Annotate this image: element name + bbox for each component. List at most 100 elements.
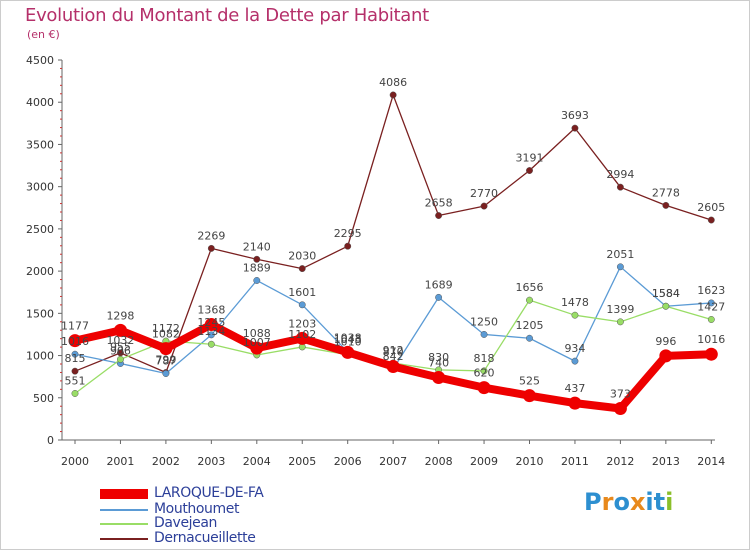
data-label-3: 2030 (288, 250, 316, 263)
series-point-0 (704, 347, 718, 361)
y-tick-label: 500 (33, 392, 54, 405)
x-tick-label: 2005 (288, 455, 316, 468)
series-point-0 (477, 381, 491, 395)
data-label-3: 2269 (197, 229, 225, 242)
data-label-1: 1043 (334, 333, 362, 346)
series-point-3 (616, 183, 624, 191)
series-point-3 (253, 255, 261, 263)
series-point-1 (253, 277, 261, 284)
series-point-1 (707, 299, 715, 307)
series-point-3 (207, 244, 215, 252)
series-layer (68, 91, 718, 416)
data-label-1: 906 (110, 344, 131, 357)
logo-letter: i (665, 488, 674, 516)
data-label-1: 934 (564, 342, 585, 355)
x-tick-label: 2012 (606, 455, 634, 468)
logo-letter: o (613, 488, 630, 516)
series-point-2 (571, 311, 579, 319)
data-label-3: 799 (155, 354, 176, 367)
series-point-1 (435, 293, 443, 301)
data-label-3: 1032 (106, 334, 134, 347)
series-point-2 (71, 390, 79, 397)
data-label-0: 437 (564, 382, 585, 395)
data-label-3: 3693 (561, 109, 589, 122)
x-tick-label: 2007 (379, 455, 407, 468)
data-label-0: 1038 (334, 331, 362, 344)
series-point-0 (613, 402, 627, 416)
series-point-0 (68, 334, 82, 348)
data-label-2: 830 (428, 351, 449, 364)
legend-label-laroque: LAROQUE-DE-FA (154, 485, 264, 501)
data-label-3: 2658 (425, 197, 453, 210)
series-point-0 (341, 345, 355, 359)
data-label-2: 818 (474, 352, 495, 365)
data-label-2: 551 (65, 374, 86, 387)
series-point-3 (571, 124, 579, 132)
y-tick-label: 0 (47, 434, 54, 447)
series-point-2 (707, 316, 715, 323)
legend-swatch-davejean (100, 523, 148, 525)
data-label-0: 1088 (243, 327, 271, 340)
series-point-0 (113, 323, 127, 337)
data-label-3: 3191 (516, 152, 544, 165)
series-point-1 (298, 301, 306, 309)
y-tick-label: 1000 (26, 350, 54, 363)
data-label-1: 1250 (470, 315, 498, 328)
data-label-0: 1203 (288, 317, 316, 330)
x-tick-label: 2010 (516, 455, 544, 468)
data-label-1: 1623 (697, 284, 725, 297)
series-point-1 (571, 357, 579, 365)
data-label-3: 2770 (470, 187, 498, 200)
legend-swatch-mouthoumet (100, 509, 148, 511)
series-point-0 (295, 331, 309, 345)
data-label-1: 1205 (516, 319, 544, 332)
x-tick-label: 2011 (561, 455, 589, 468)
series-point-1 (162, 370, 170, 377)
proxiti-logo: Proxiti (584, 488, 673, 516)
x-tick-label: 2014 (697, 455, 725, 468)
series-point-1 (71, 350, 79, 358)
series-point-2 (117, 355, 124, 363)
y-tick-label: 4000 (26, 96, 54, 109)
y-tick-label: 4500 (26, 54, 54, 67)
x-tick-label: 2006 (334, 455, 362, 468)
data-label-0: 1368 (197, 303, 225, 316)
logo-letter: i (645, 488, 654, 516)
data-label-3: 2994 (606, 168, 634, 181)
series-point-3 (71, 367, 79, 375)
series-point-1 (207, 331, 215, 339)
data-label-1: 2051 (606, 248, 634, 261)
data-label-2: 1172 (152, 322, 180, 335)
legend-label-davejean: Davejean (154, 515, 218, 531)
series-point-0 (432, 371, 446, 385)
axes: 0 500 1000 1500 2000 2500 3000 3500 4000 4500 2000… (26, 54, 725, 468)
data-label-2: 1584 (652, 287, 680, 300)
series-point-3 (662, 201, 670, 209)
series-point-3 (344, 242, 352, 250)
data-label-3: 2295 (334, 227, 362, 240)
data-label-2: 1010 (334, 336, 362, 349)
series-point-2 (616, 318, 624, 326)
logo-letter: t (653, 488, 666, 516)
series-point-0 (568, 396, 582, 410)
series-point-2 (526, 296, 533, 304)
x-tick-label: 2001 (106, 455, 134, 468)
series-point-3 (389, 91, 397, 99)
data-label-0: 740 (428, 357, 449, 370)
data-label-0: 525 (519, 375, 540, 388)
chart-title: Evolution du Montant de la Dette par Hab… (25, 5, 429, 26)
data-label-0: 996 (655, 335, 676, 348)
legend-swatch-laroque (100, 489, 148, 499)
series-point-3 (526, 167, 533, 174)
logo-letter: r (601, 488, 614, 516)
series-point-2 (207, 340, 215, 348)
data-label-3: 4086 (379, 76, 407, 89)
series-point-3 (480, 202, 488, 210)
data-label-3: 2778 (652, 186, 680, 199)
x-tick-label: 2004 (243, 455, 271, 468)
x-tick-label: 2002 (152, 455, 180, 468)
data-label-1: 1889 (243, 261, 271, 274)
x-tick-label: 2008 (425, 455, 453, 468)
x-tick-label: 2009 (470, 455, 498, 468)
